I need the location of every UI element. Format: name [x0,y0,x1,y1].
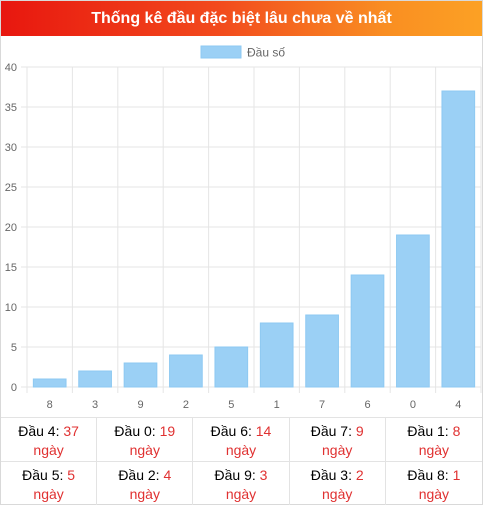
bar-dau-1 [259,322,294,388]
stat-label: Đầu 9: [214,467,260,483]
stat-value: 5 [67,467,76,483]
bar-dau-8 [32,378,67,388]
x-tick-label: 9 [137,399,143,411]
stat-label: Đầu 5: [22,467,68,483]
x-tick-label: 7 [319,399,325,411]
stat-label: Đầu 8: [407,467,453,483]
stat-value: 19 [159,423,176,439]
x-tick-label: 8 [47,399,53,411]
stat-cell: Đầu 9: 3 ngày [193,461,290,505]
bar-dau-0 [396,234,430,388]
widget-title: Thống kê đầu đặc biệt lâu chưa về nhất [1,1,482,36]
stat-cell: Đầu 8: 1 ngày [385,461,482,505]
bar-dau-4 [441,90,476,388]
stat-value: 1 [452,467,461,483]
stat-label: Đầu 2: [118,467,164,483]
stat-cell: Đầu 1: 8 ngày [385,417,482,461]
y-tick-label: 5 [11,342,17,354]
stat-label: Đầu 3: [310,467,356,483]
stat-cell: Đầu 4: 37 ngày [1,417,98,461]
legend-label: Đầu số [247,46,285,60]
stat-value: 14 [255,423,272,439]
stat-value: 2 [355,467,364,483]
stat-cell: Đầu 3: 2 ngày [289,461,386,505]
stat-unit: ngày [129,442,160,458]
stat-unit: ngày [33,486,64,502]
stat-unit: ngày [129,486,160,502]
bar-dau-7 [305,314,339,388]
stat-unit: ngày [33,442,64,458]
bar-dau-6 [350,274,385,388]
y-tick-label: 10 [5,302,17,314]
stat-label: Đầu 4: [18,423,64,439]
bar-dau-2 [169,354,203,388]
bar-dau-5 [214,346,249,388]
stat-unit: ngày [225,486,257,502]
y-tick-label: 25 [5,182,17,194]
stat-cell: Đầu 5: 5 ngày [1,461,98,505]
y-tick-label: 40 [5,62,17,74]
stat-label: Đầu 0: [114,423,160,439]
stat-cell: Đầu 0: 19 ngày [97,417,194,461]
stat-value: 8 [452,423,461,439]
x-tick-label: 4 [455,399,461,411]
stats-grid: Đầu 4: 37 ngày Đầu 0: 19 ngày Đầu 6: 14 ngày Đ… [1,417,482,505]
stat-value: 37 [63,423,79,439]
x-tick-label: 2 [183,399,189,411]
legend-swatch [200,45,242,59]
x-tick-label: 6 [364,399,370,411]
stat-unit: ngày [418,442,450,458]
bar-dau-3 [78,370,112,388]
stat-unit: ngày [418,486,450,502]
stat-value: 3 [259,467,268,483]
stat-unit: ngày [322,442,353,458]
bar-dau-9 [123,362,158,388]
y-tick-label: 30 [5,142,17,154]
stat-unit: ngày [225,442,257,458]
y-tick-label: 35 [5,102,17,114]
stat-label: Đầu 7: [310,423,356,439]
x-tick-label: 3 [92,399,98,411]
stat-cell: Đầu 7: 9 ngày [289,417,386,461]
bar-chart: 0 5 10 15 20 25 30 35 40 8 3 9 2 5 1 7 6 0 4 Đầu số [1,37,482,417]
stat-label: Đầu 1: [407,423,453,439]
stat-value: 9 [355,423,364,439]
stat-cell: Đầu 6: 14 ngày [193,417,290,461]
y-tick-label: 15 [5,262,17,274]
x-tick-label: 0 [410,399,416,411]
stat-label: Đầu 6: [210,423,256,439]
x-tick-label: 5 [228,399,234,411]
stat-value: 4 [163,467,172,483]
stat-unit: ngày [322,486,353,502]
y-tick-label: 20 [5,222,17,234]
x-tick-label: 1 [274,399,280,411]
y-tick-label: 0 [11,382,17,394]
stat-cell: Đầu 2: 4 ngày [97,461,194,505]
